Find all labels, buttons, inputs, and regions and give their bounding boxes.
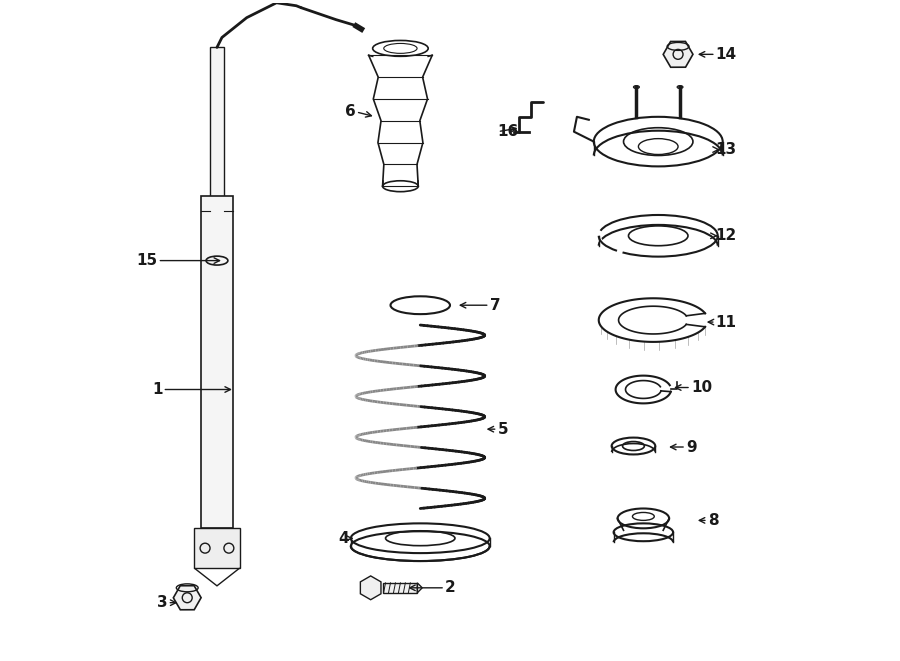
Text: 3: 3 <box>157 595 167 610</box>
Text: 10: 10 <box>691 380 712 395</box>
Text: 15: 15 <box>137 253 157 268</box>
Text: 8: 8 <box>707 513 718 528</box>
Text: 16: 16 <box>498 124 518 139</box>
Text: 7: 7 <box>490 297 500 313</box>
Bar <box>210 48 224 211</box>
Bar <box>194 528 239 568</box>
Text: 9: 9 <box>686 440 697 455</box>
Bar <box>382 583 418 593</box>
Text: 2: 2 <box>445 580 455 596</box>
Text: 11: 11 <box>716 315 737 330</box>
Text: 6: 6 <box>345 104 356 120</box>
Text: 5: 5 <box>498 422 508 437</box>
Text: 1: 1 <box>152 382 162 397</box>
Text: 14: 14 <box>716 47 737 62</box>
Ellipse shape <box>677 85 683 89</box>
Text: 13: 13 <box>716 142 737 157</box>
Bar <box>201 196 233 528</box>
Text: 4: 4 <box>338 531 349 546</box>
Text: 12: 12 <box>716 228 737 243</box>
Ellipse shape <box>634 85 639 89</box>
